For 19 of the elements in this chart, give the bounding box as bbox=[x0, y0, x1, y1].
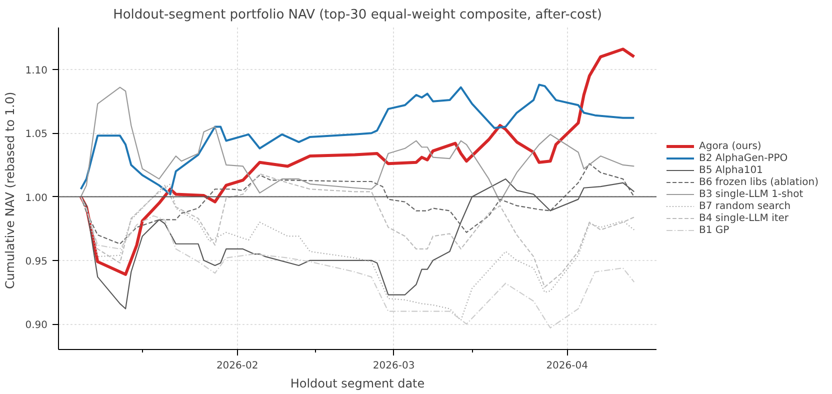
y-tick-label: 1.05 bbox=[25, 129, 48, 140]
x-tick-label: 2026-02 bbox=[216, 360, 258, 372]
legend-label: B6 frozen libs (ablation) bbox=[699, 176, 818, 188]
y-tick-label: 1.10 bbox=[25, 66, 48, 76]
x-tick-label: 2026-04 bbox=[546, 360, 588, 372]
y-axis-title: Cumulative NAV (rebased to 1.0) bbox=[3, 92, 18, 289]
legend-label: B3 single-LLM 1-shot bbox=[699, 188, 804, 200]
legend-label: B5 Alpha101 bbox=[699, 164, 763, 176]
chart-title: Holdout-segment portfolio NAV (top-30 equal-weight composite, after-cost) bbox=[113, 8, 602, 22]
y-tick-label: 0.90 bbox=[25, 320, 48, 332]
legend-label: B1 GP bbox=[699, 224, 730, 236]
y-tick-label: 0.95 bbox=[25, 256, 48, 268]
legend-label: Agora (ours) bbox=[699, 140, 762, 152]
x-axis-title: Holdout segment date bbox=[290, 376, 425, 390]
legend-label: B4 single-LLM iter bbox=[699, 212, 789, 224]
y-tick-label: 1.00 bbox=[25, 192, 48, 204]
x-tick-label: 2026-03 bbox=[372, 360, 415, 372]
legend-label: B7 random search bbox=[699, 200, 791, 212]
legend-label: B2 AlphaGen-PPO bbox=[699, 152, 788, 164]
